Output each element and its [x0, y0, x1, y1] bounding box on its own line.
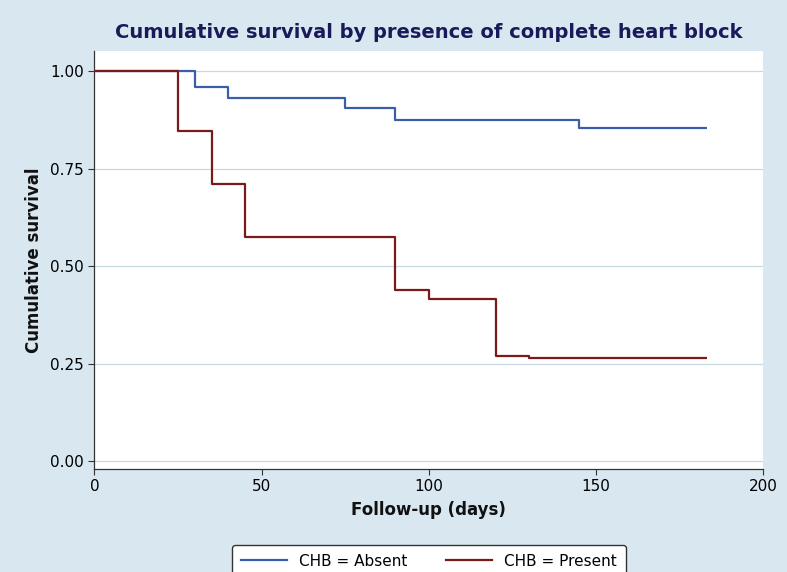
- Legend: CHB = Absent, CHB = Present: CHB = Absent, CHB = Present: [232, 545, 626, 572]
- Title: Cumulative survival by presence of complete heart block: Cumulative survival by presence of compl…: [115, 22, 743, 42]
- Y-axis label: Cumulative survival: Cumulative survival: [25, 168, 43, 353]
- X-axis label: Follow-up (days): Follow-up (days): [352, 502, 506, 519]
